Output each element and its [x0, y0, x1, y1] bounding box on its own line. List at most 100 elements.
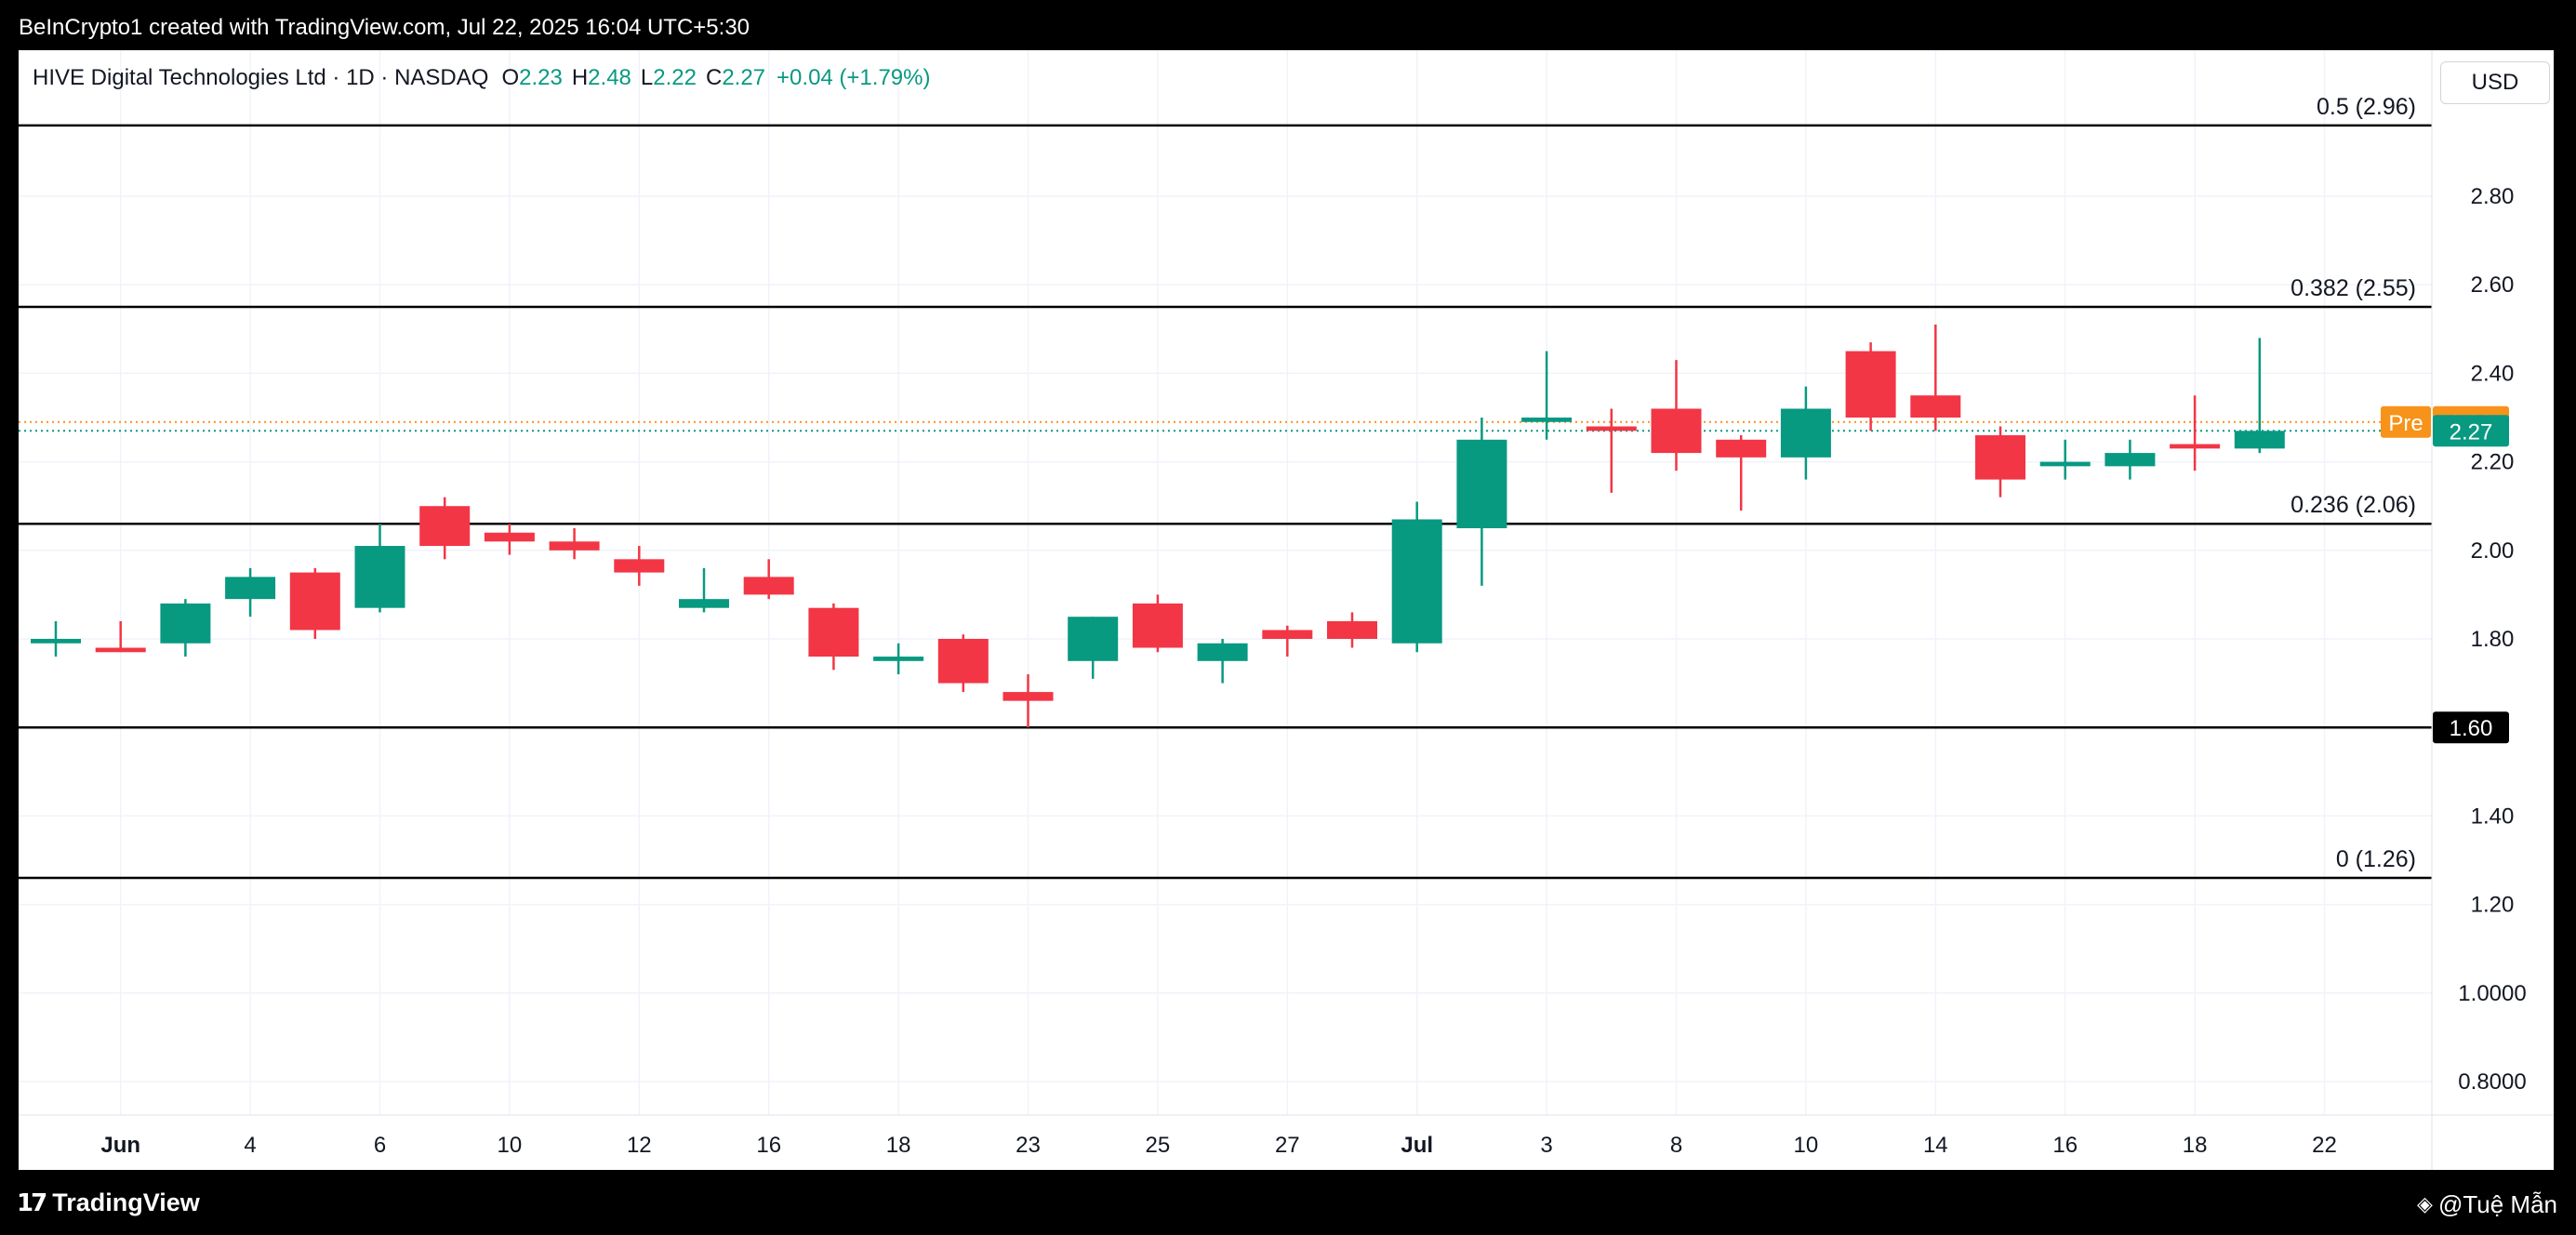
candle-body	[95, 647, 146, 653]
candle-body	[2039, 461, 2091, 467]
candle-down	[1651, 360, 1702, 471]
close-label: C	[705, 65, 723, 90]
pre-market-badge	[2381, 405, 2431, 438]
price-tag-label: 2.27	[2450, 419, 2493, 445]
x-tick-label: 8	[1670, 1133, 1682, 1158]
candle-body	[31, 639, 81, 644]
candle-up	[225, 567, 276, 618]
candle-down	[1716, 435, 1767, 511]
x-tick-label: 3	[1540, 1133, 1552, 1158]
candle-down	[549, 528, 600, 560]
x-tick-label: 10	[1794, 1133, 1819, 1158]
x-tick-label: 6	[374, 1133, 386, 1158]
candle-down	[937, 634, 989, 693]
currency-button[interactable]: USD	[2440, 61, 2550, 104]
price-tag: 1.60	[2433, 711, 2509, 744]
fib-level-label: 0.236 (2.06)	[2291, 492, 2416, 518]
candle-down	[1262, 625, 1313, 657]
author-credit-text: @Tuệ Mẫn	[2437, 1190, 2557, 1218]
chart-panel[interactable]: 0.5 (2.96) 0.382 (2.55) 0.236 (2.06) 0 (1.2…	[19, 50, 2554, 1170]
low-label: L	[640, 65, 654, 90]
y-tick-label: 2.00	[2471, 538, 2515, 564]
candle-body	[614, 559, 665, 573]
symbol-legend[interactable]: HIVE Digital Technologies Ltd · 1D · NAS…	[33, 65, 930, 91]
x-tick-label: 18	[2183, 1133, 2208, 1158]
x-tick-label: 25	[1146, 1133, 1171, 1158]
y-tick-label: 2.40	[2471, 361, 2515, 386]
candle-body	[1651, 408, 1702, 454]
x-tick-label: 27	[1275, 1133, 1300, 1158]
x-tick-label: 16	[2052, 1133, 2078, 1158]
candle-body	[2105, 453, 2156, 467]
y-tick-label: 1.80	[2471, 627, 2515, 652]
x-tick-label: 14	[1923, 1133, 1948, 1158]
candle-down	[95, 620, 146, 653]
candle-body	[2170, 444, 2221, 449]
low-value: 2.22	[653, 65, 697, 90]
candle-body	[289, 572, 340, 631]
candle-body	[1132, 603, 1183, 648]
candle-body	[1845, 351, 1896, 418]
candle-down	[1003, 674, 1054, 728]
candle-up	[1068, 617, 1119, 679]
candle-up	[1391, 501, 1442, 653]
footer-bar: 17 TradingView ◈ @Tuệ Mẫn	[0, 1170, 2576, 1235]
fib-level-label: 0.5 (2.96)	[2317, 94, 2416, 120]
candle-down	[419, 497, 471, 560]
candle-down	[1586, 408, 1637, 493]
symbol-name[interactable]: HIVE Digital Technologies Ltd · 1D · NAS…	[33, 65, 489, 90]
candle-body	[1003, 692, 1054, 701]
high-value: 2.48	[588, 65, 631, 90]
candle-body	[160, 603, 211, 644]
candle-body	[1780, 408, 1831, 458]
y-tick-label: 1.0000	[2458, 981, 2526, 1006]
fib-level-label: 0 (1.26)	[2336, 846, 2416, 872]
axes: 0.8000 1.0000 1.20 1.40 1.80 2.00 2.20 2.40 2.60…	[19, 50, 2554, 1170]
candle-down	[743, 559, 794, 600]
candle-body	[1391, 519, 1442, 644]
open-label: O	[501, 65, 520, 90]
x-tick-label: 12	[627, 1133, 652, 1158]
attribution-text: BeInCrypto1 created with TradingView.com…	[19, 15, 750, 40]
y-tick-label: 1.40	[2471, 803, 2515, 829]
candle-up	[679, 567, 729, 613]
y-tick-label: 2.60	[2471, 272, 2515, 298]
candle-down	[484, 524, 535, 555]
x-tick-label: 23	[1016, 1133, 1041, 1158]
price-tags: 2.29Pre2.271.60	[2381, 405, 2509, 744]
y-tick-label: 0.8000	[2458, 1069, 2526, 1095]
candle-body	[1068, 617, 1119, 661]
price-tag-label: 1.60	[2450, 716, 2493, 741]
candles	[31, 325, 2285, 728]
candle-body	[808, 607, 859, 657]
change-value: +0.04 (+1.79%)	[777, 65, 931, 90]
candle-down	[808, 603, 859, 671]
candle-up	[2234, 338, 2285, 454]
candle-up	[1456, 418, 1507, 586]
candle-body	[549, 541, 600, 551]
author-credit: ◈ @Tuệ Mẫn	[2417, 1190, 2557, 1219]
open-value: 2.23	[519, 65, 563, 90]
candle-down	[2170, 395, 2221, 471]
tradingview-logo[interactable]: 17 TradingView	[17, 1189, 200, 1217]
candle-body	[1456, 439, 1507, 528]
pre-market-label: Pre	[2388, 411, 2423, 436]
candle-body	[1975, 435, 2025, 480]
candle-down	[1327, 612, 1377, 648]
fib-level-label: 0.382 (2.55)	[2291, 275, 2416, 301]
candle-body	[2234, 431, 2285, 449]
high-label: H	[571, 65, 589, 90]
candle-up	[354, 524, 405, 613]
candle-up	[160, 599, 211, 657]
diamond-icon: ◈	[2417, 1193, 2433, 1216]
fib-lines: 0.5 (2.96) 0.382 (2.55) 0.236 (2.06) 0 (1.2…	[19, 94, 2432, 880]
candlestick-chart[interactable]: 0.5 (2.96) 0.382 (2.55) 0.236 (2.06) 0 (1.2…	[19, 50, 2554, 1170]
attribution-bar: BeInCrypto1 created with TradingView.com…	[0, 0, 2576, 50]
y-tick-label: 2.80	[2471, 184, 2515, 209]
candle-body	[873, 657, 924, 661]
candle-body	[1586, 426, 1637, 432]
candle-up	[1521, 351, 1573, 440]
price-tag: 2.27	[2433, 415, 2509, 447]
tradingview-logo-icon: 17	[17, 1189, 47, 1217]
candle-body	[484, 532, 535, 542]
